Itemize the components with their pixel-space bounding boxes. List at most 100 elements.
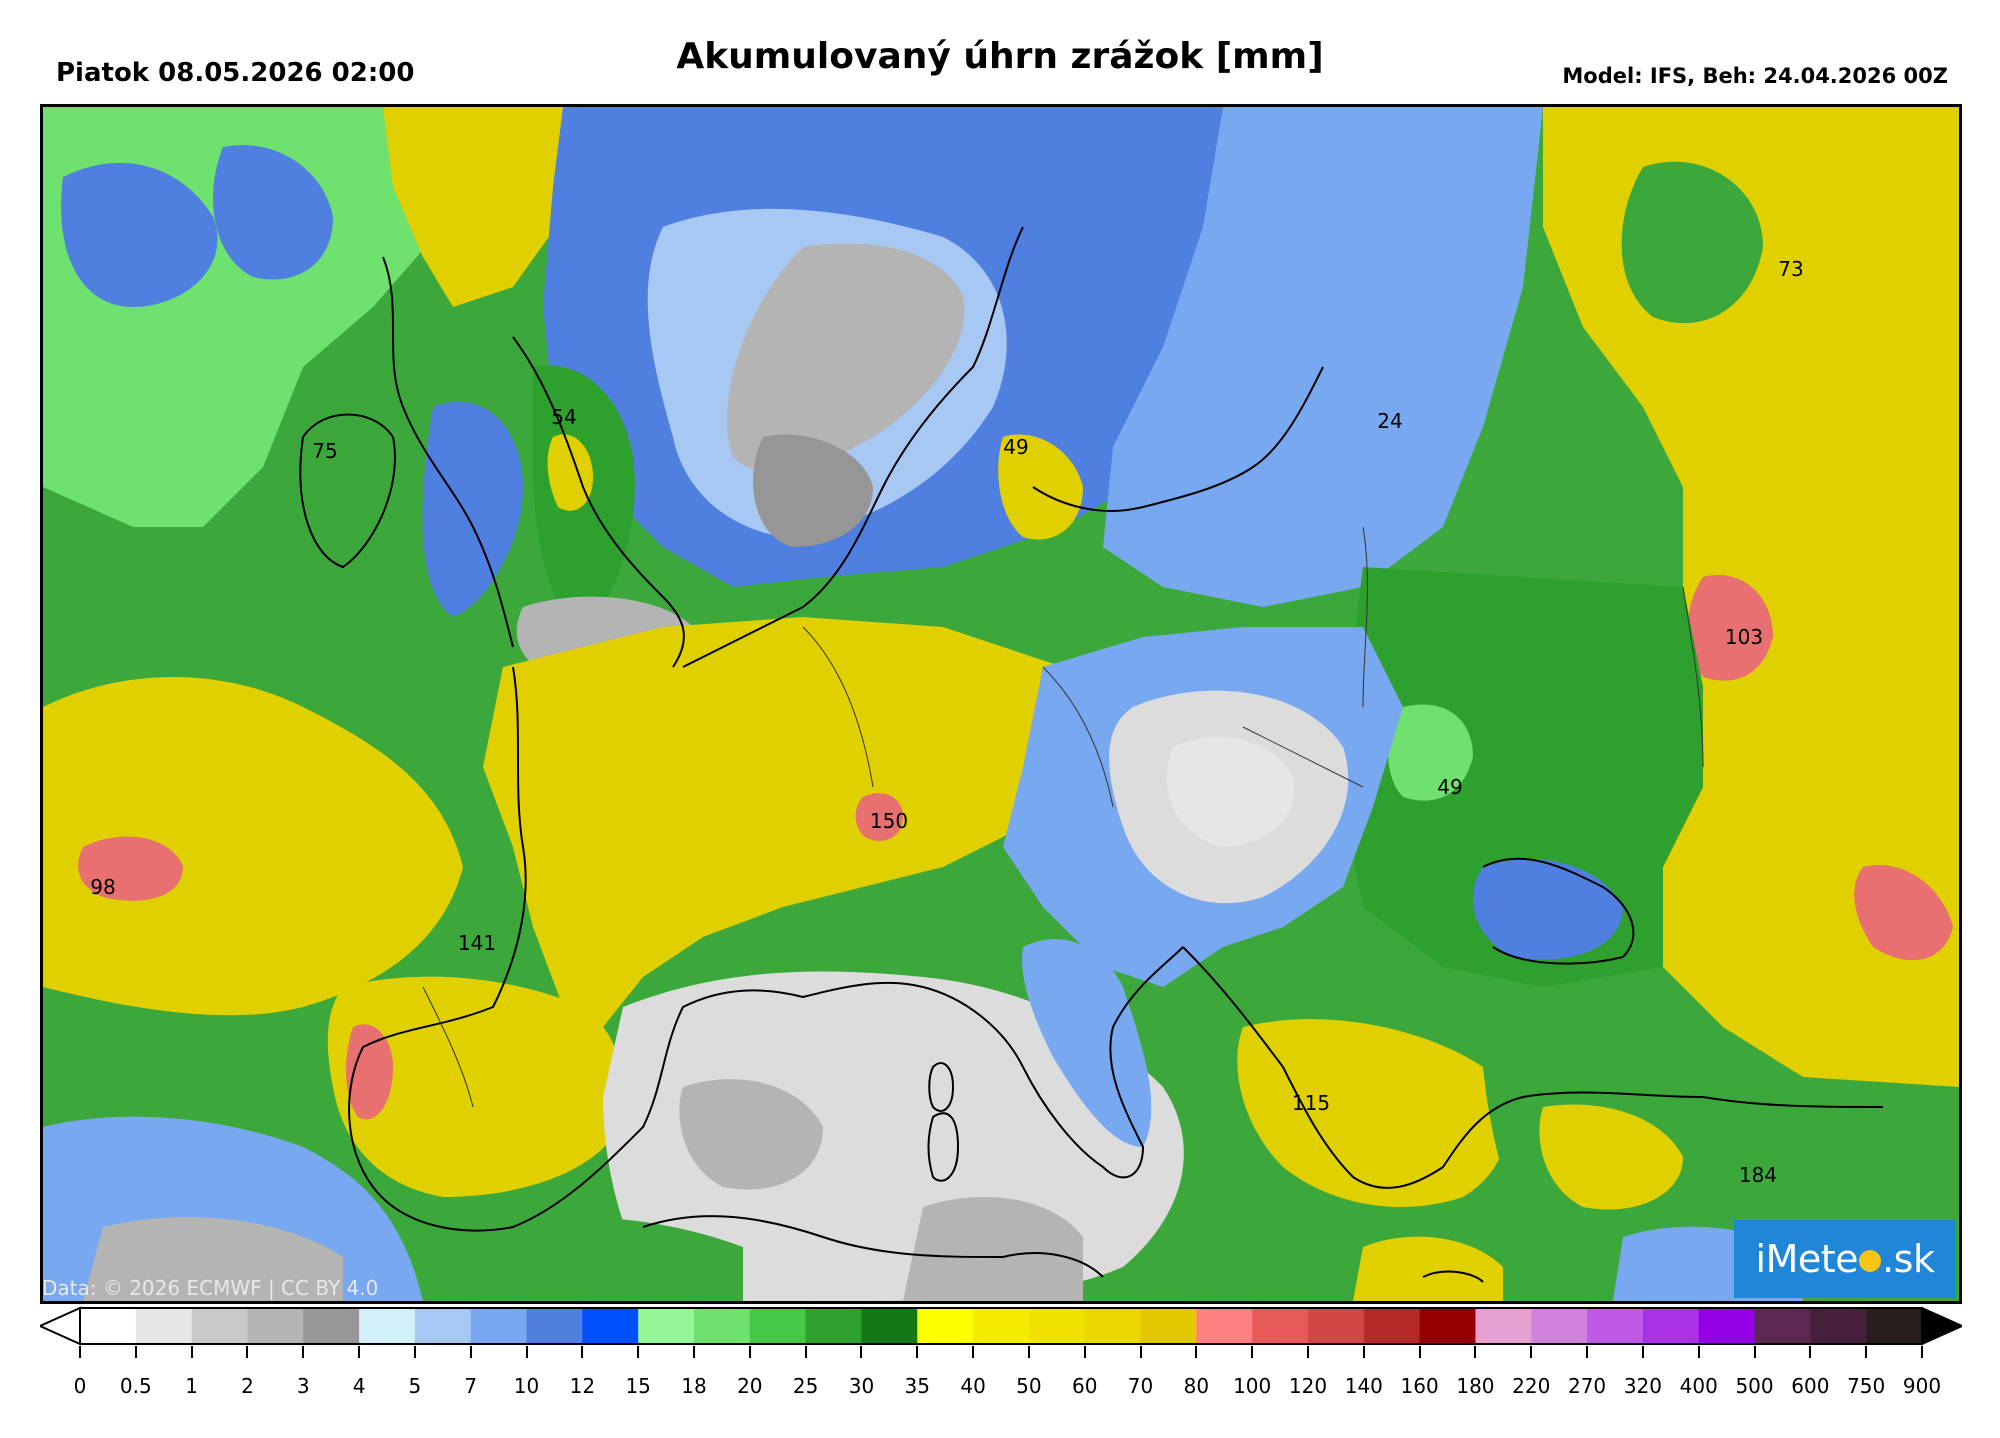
imeteo-logo[interactable]: iMete .sk — [1734, 1220, 1956, 1298]
value-label-alps: 150 — [869, 809, 909, 833]
colorbar-cell — [1308, 1308, 1365, 1344]
value-label-ukraine: 49 — [1437, 775, 1463, 799]
colorbar-tick-label: 35 — [904, 1374, 930, 1398]
value-label-ireland: 75 — [312, 439, 338, 463]
colorbar-tick-label: 140 — [1344, 1374, 1383, 1398]
colorbar-tick-label: 60 — [1071, 1374, 1098, 1398]
colorbar-tick — [581, 1346, 584, 1358]
colorbar-cell — [1363, 1308, 1421, 1344]
colorbar-tick — [1307, 1346, 1309, 1358]
coast-france-iberia — [348, 666, 924, 1232]
value-label-atlantic: 98 — [90, 875, 116, 899]
colorbar-tick — [1921, 1346, 1923, 1358]
colorbar-cell — [582, 1308, 639, 1344]
value-label-balkans: 115 — [1291, 1091, 1331, 1115]
colorbar-tick-label: 20 — [737, 1374, 763, 1398]
colorbar-tick-label: 750 — [1847, 1374, 1886, 1398]
colorbar-cell — [1531, 1308, 1588, 1344]
colorbar-cell — [1475, 1308, 1532, 1344]
colorbar-tick-label: 180 — [1456, 1374, 1495, 1398]
colorbar-cell — [749, 1308, 807, 1344]
colorbar-tick-label: 5 — [408, 1374, 422, 1398]
colorbar-tick-label: 160 — [1400, 1374, 1439, 1398]
coast-benelux — [682, 226, 1024, 668]
field-irish-sea-blue — [422, 401, 523, 617]
field-ukraine-green — [1343, 567, 1703, 987]
field-turkey-yellow — [1539, 1104, 1683, 1210]
colorbar-cell — [1196, 1308, 1253, 1344]
colorbar-tick-label: 100 — [1233, 1374, 1272, 1398]
field-alps-pink — [855, 793, 903, 841]
colorbar-tick — [972, 1346, 975, 1358]
field-france-yellow — [483, 617, 1083, 1027]
field-baltic-yellow — [998, 434, 1083, 540]
colorbar-cell — [526, 1308, 583, 1344]
colorbar-cell — [1028, 1308, 1086, 1344]
colorbar-tick — [525, 1346, 528, 1358]
colorbar-tick-label: 0 — [73, 1374, 87, 1398]
colorbar-tick-label: 50 — [1016, 1374, 1042, 1398]
colorbar-tick — [1027, 1346, 1030, 1358]
value-label-russia-south: 103 — [1724, 625, 1764, 649]
colorbar-tick — [860, 1346, 863, 1358]
coastlines — [299, 226, 1884, 1283]
field-balkans-yellow — [1237, 1019, 1508, 1207]
field-med-gray — [679, 1079, 823, 1190]
colorbar-cell — [917, 1308, 974, 1344]
colorbar-tick — [302, 1346, 305, 1358]
colorbar-tick-label: 10 — [513, 1374, 540, 1398]
field-ukraine-lightgreen — [1388, 704, 1473, 801]
colorbar-cell — [414, 1308, 472, 1344]
colorbar-tick-label: 1 — [185, 1374, 198, 1398]
colorbar-cell — [470, 1308, 528, 1344]
model-run-info: Model: IFS, Beh: 24.04.2026 00Z — [1562, 64, 1948, 88]
border-de-pl — [1042, 666, 1114, 808]
colorbar-tick — [804, 1346, 807, 1358]
colorbar-tick — [413, 1346, 416, 1358]
colorbar-tick-label: 70 — [1127, 1374, 1154, 1398]
colorbar-cell — [1140, 1308, 1197, 1344]
field-crete-yellow — [1353, 1236, 1503, 1301]
colorbar-left-arrow — [40, 1306, 81, 1346]
colorbar-cell — [861, 1308, 918, 1344]
colorbar-cell — [1698, 1308, 1756, 1344]
colorbar-cell — [638, 1308, 695, 1344]
colorbar-cell — [973, 1308, 1030, 1344]
colorbar-tick-label: 270 — [1567, 1374, 1607, 1398]
colorbar-tick — [1530, 1346, 1533, 1358]
coast-britain-west — [382, 256, 514, 648]
colorbar-cell — [1642, 1308, 1700, 1344]
coast-corsica — [928, 1062, 955, 1112]
colorbar-cell — [247, 1308, 304, 1344]
colorbar-tick — [469, 1346, 472, 1358]
colorbar-tick-label: 120 — [1288, 1374, 1328, 1398]
colorbar-tick — [1753, 1346, 1756, 1358]
field-nw-blue — [61, 162, 218, 307]
colorbar-tick-label: 15 — [625, 1374, 651, 1398]
field-ireland-green — [289, 427, 405, 597]
data-credit: Data: © 2026 ECMWF | CC BY 4.0 — [42, 1276, 379, 1300]
colorbar-cell — [1084, 1308, 1142, 1344]
colorbar-right-arrow — [1921, 1306, 1962, 1346]
colorbar-tick — [79, 1346, 81, 1358]
colorbar-cell — [80, 1308, 137, 1344]
colorbar-tick — [1251, 1346, 1254, 1358]
field-denmark-gray — [726, 243, 965, 472]
coast-ireland — [299, 413, 396, 569]
field-england-yellow — [547, 434, 593, 511]
colorbar-tick — [748, 1346, 751, 1358]
colorbar-tick — [637, 1346, 640, 1358]
coast-black-sea-north — [1482, 857, 1635, 965]
colorbar-cell — [135, 1308, 193, 1344]
colorbar-tick — [1139, 1346, 1142, 1358]
coast-italy — [922, 946, 1184, 1179]
field-blacksea-blue — [1473, 859, 1623, 960]
colorbar-tick — [1362, 1346, 1365, 1358]
colorbar — [40, 1306, 1962, 1346]
coast-adriatic-greece — [1182, 946, 1524, 1189]
precipitation-map: 75 54 49 24 73 103 49 98 141 150 115 184 — [40, 104, 1962, 1304]
colorbar-cell — [191, 1308, 248, 1344]
coast-sardinia — [927, 1112, 960, 1182]
colorbar-tick-label: 600 — [1791, 1374, 1830, 1398]
field-caspian-pink — [1854, 865, 1953, 961]
